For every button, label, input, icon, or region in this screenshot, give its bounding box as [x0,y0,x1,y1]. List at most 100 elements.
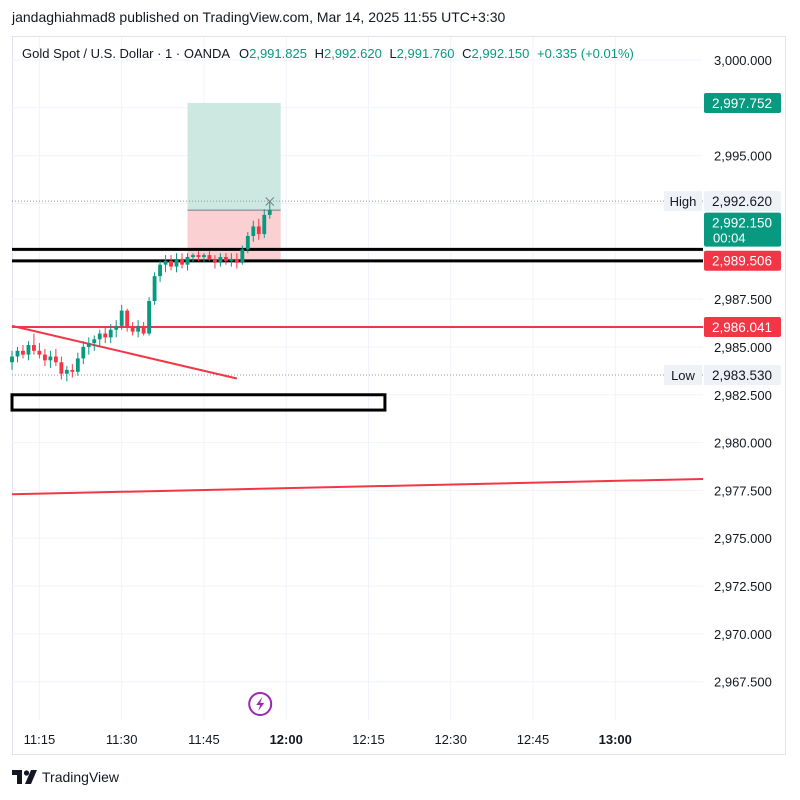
candle-body [59,362,64,374]
take-profit-label: 2,997.752 [712,96,772,111]
stop-loss-label: 2,989.506 [712,254,772,269]
high-label-tag-bg [664,191,702,212]
candle-body [158,264,162,277]
y-axis-tick-label: 2,982.500 [714,388,772,403]
legend-open-value: 2,991.825 [249,46,307,61]
candle-body [42,354,47,361]
y-axis-tick-label: 3,000.000 [714,53,772,68]
candle-body [152,276,157,302]
candle-body [245,235,250,250]
low-label-tag: Low [671,368,695,383]
candle-body [64,369,69,374]
y-axis-tick-label: 2,985.000 [714,340,772,355]
x-axis-tick-label: 11:30 [106,732,138,747]
take-profit-zone [187,102,281,211]
take-profit-label-bg [704,92,781,113]
candle-body [169,260,173,267]
y-axis-tick-label: 2,995.000 [714,149,772,164]
candle-body [10,356,14,363]
candle-body [262,214,267,235]
candle-body [218,257,223,263]
candle-body [75,358,80,372]
candle-body [97,333,102,340]
high-label-bg [704,191,781,212]
candle-body [92,339,97,344]
publisher-header: jandaghiahmad8 published on TradingView.… [12,9,506,25]
legend-low-value: 2,991.760 [396,46,455,61]
candle-body [37,350,42,355]
legend-high-label: H [314,46,324,61]
candle-body [108,329,113,338]
x-axis-tick-label: 12:30 [434,732,467,747]
candle-body [21,350,25,355]
legend-change: +0.335 (+0.01%) [537,46,634,61]
candle-body [15,350,20,357]
candle-body [196,255,201,258]
candle-body [240,249,245,263]
candle-body [125,310,130,328]
candle-body [251,226,256,236]
y-axis-tick-label: 2,967.500 [714,675,772,690]
candle-body [147,301,152,334]
candle-body [191,255,195,258]
red-level-label: 2,986.041 [712,320,772,335]
candle-body [256,226,261,235]
candle-body [229,258,234,261]
y-axis-tick-label: 2,970.000 [714,627,772,642]
candle-body [81,346,86,359]
brand-label: TradingView [42,769,120,785]
low-label-bg [704,365,781,386]
y-axis-tick-label: 2,972.500 [714,579,772,594]
y-axis-tick-label: 2,980.000 [714,436,772,451]
red-level-label-bg [704,317,781,338]
x-axis-tick-label: 12:00 [270,732,303,747]
legend-low-label: L [389,46,397,61]
stop-loss-label-bg [704,250,781,271]
black-zone-box [10,393,387,412]
candle-body [267,210,272,215]
candle-body [86,343,91,347]
legend-open-label: O [238,46,250,61]
legend-high-value: 2,992.620 [323,46,382,61]
current-price-label: 2,992.150 [712,216,772,231]
candle-body [174,258,179,267]
tradingview-brand[interactable]: TradingView [12,769,119,785]
high-label-tag: High [670,194,697,209]
current-price-label-countdown: 00:04 [713,231,746,246]
flash-icon [256,697,265,711]
low-label: 2,983.530 [712,368,772,383]
x-axis-tick-label: 13:00 [599,732,632,747]
legend-symbol: Gold Spot / U.S. Dollar · 1 · OANDA [22,46,230,61]
candle-body [48,356,53,361]
current-price-label-bg [704,212,781,247]
x-axis-tick-label: 11:15 [24,732,56,747]
legend-close-label: C [462,46,472,61]
high-label: 2,992.620 [712,194,772,209]
candle-body [207,255,212,259]
candle-body [223,257,228,261]
candle-body [136,325,141,332]
candle-body [202,255,206,258]
red-trendline-bottom [11,477,704,496]
candle-body [119,310,124,326]
candle-body [185,257,190,265]
x-axis-tick-label: 12:15 [352,732,385,747]
red-trendline-descending [11,324,238,380]
candle-body [70,369,75,372]
candle-body [26,345,31,355]
stop-loss-zone [187,210,281,261]
x-axis-tick-label: 12:45 [517,732,550,747]
y-axis-tick-label: 2,977.500 [714,483,772,498]
candle-body [32,345,36,351]
y-axis-tick-label: 2,987.500 [714,292,772,307]
candle-body [163,260,168,265]
candle-body [141,325,146,334]
cursor-cross-icon [265,197,275,206]
candle-body [234,258,239,263]
flash-icon-ring [248,692,273,716]
y-axis-tick-label: 2,975.000 [714,531,772,546]
low-label-tag-bg [664,365,702,386]
candle-body [53,356,58,363]
legend-close-value: 2,992.150 [471,46,530,61]
